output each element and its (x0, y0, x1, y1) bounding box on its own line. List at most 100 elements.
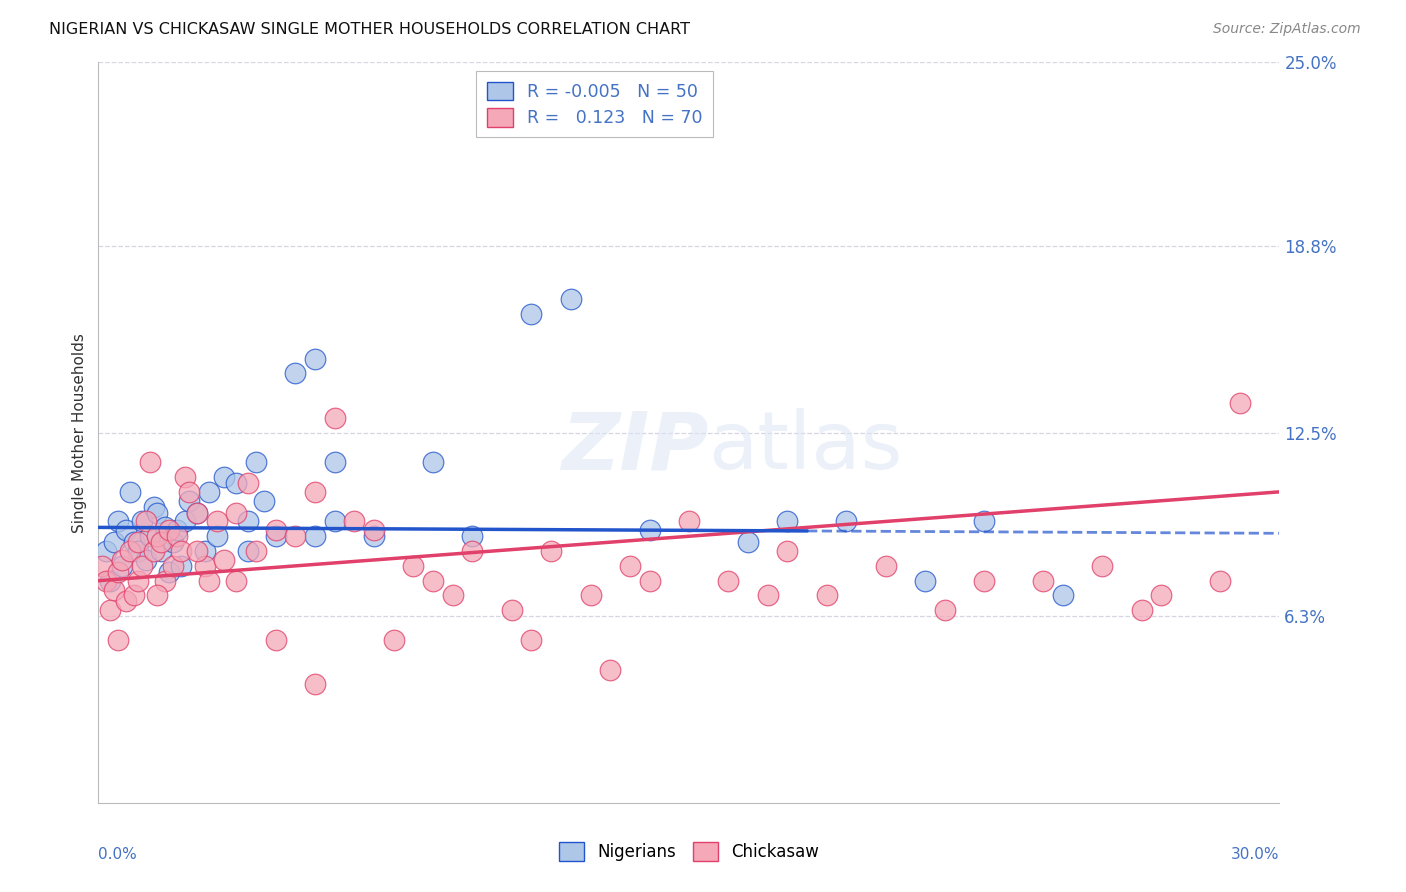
Point (150, 544, 173, 558)
Point (875, 558, 897, 573)
Point (973, 515, 995, 529)
Point (225, 506, 247, 520)
Point (174, 515, 197, 529)
Point (150, 535, 173, 549)
Y-axis label: Single Mother Households: Single Mother Households (72, 333, 87, 533)
Point (225, 574, 247, 588)
Point (1091, 558, 1114, 573)
Point (103, 535, 125, 549)
Point (122, 589, 145, 603)
Point (197, 574, 219, 588)
Point (115, 594, 138, 608)
Point (363, 524, 385, 538)
Point (146, 529, 169, 543)
Point (934, 603, 956, 617)
Point (914, 574, 936, 588)
Point (197, 484, 219, 499)
Point (236, 544, 259, 558)
Point (194, 558, 217, 573)
Point (441, 589, 464, 603)
Point (245, 455, 267, 469)
Point (103, 582, 125, 597)
Point (304, 529, 326, 543)
Text: NIGERIAN VS CHICKASAW SINGLE MOTHER HOUSEHOLDS CORRELATION CHART: NIGERIAN VS CHICKASAW SINGLE MOTHER HOUS… (49, 22, 690, 37)
Point (520, 632, 543, 647)
Point (127, 535, 149, 549)
Point (461, 544, 484, 558)
Point (678, 515, 700, 529)
Point (96, 574, 118, 588)
Point (264, 529, 287, 543)
Point (135, 553, 157, 567)
Point (186, 506, 208, 520)
Point (540, 544, 562, 558)
Point (186, 506, 208, 520)
Point (142, 500, 165, 514)
Point (131, 558, 153, 573)
Point (560, 293, 582, 307)
Point (579, 589, 602, 603)
Point (973, 574, 995, 588)
Legend: Nigerians, Chickasaw: Nigerians, Chickasaw (560, 842, 818, 861)
Point (501, 603, 523, 617)
Text: ZIP: ZIP (561, 409, 709, 486)
Point (236, 475, 259, 490)
Point (304, 351, 326, 366)
Point (205, 529, 228, 543)
Point (1150, 589, 1173, 603)
Point (382, 632, 405, 647)
Point (96, 544, 118, 558)
Point (323, 455, 346, 469)
Point (815, 589, 838, 603)
Point (422, 455, 444, 469)
Point (170, 544, 193, 558)
Point (304, 484, 326, 499)
Point (245, 544, 267, 558)
Point (323, 410, 346, 425)
Point (111, 553, 134, 567)
Point (737, 535, 759, 549)
Point (122, 535, 145, 549)
Point (402, 558, 425, 573)
Point (264, 632, 287, 647)
Point (363, 529, 385, 543)
Point (717, 574, 740, 588)
Text: 30.0%: 30.0% (1232, 847, 1279, 863)
Point (170, 558, 193, 573)
Point (776, 544, 799, 558)
Point (127, 574, 149, 588)
Point (253, 493, 276, 508)
Point (1209, 574, 1232, 588)
Point (166, 529, 188, 543)
Point (107, 515, 129, 529)
Point (155, 520, 177, 534)
Point (304, 677, 326, 691)
Point (284, 367, 307, 381)
Point (131, 515, 153, 529)
Point (146, 589, 169, 603)
Point (284, 529, 307, 543)
Point (157, 524, 180, 538)
Point (638, 574, 661, 588)
Point (155, 574, 177, 588)
Point (323, 515, 346, 529)
Point (138, 529, 160, 543)
Point (1130, 603, 1153, 617)
Point (166, 524, 188, 538)
Point (225, 475, 247, 490)
Point (461, 529, 484, 543)
Point (835, 515, 858, 529)
Point (107, 632, 129, 647)
Point (138, 455, 160, 469)
Point (194, 544, 217, 558)
Point (214, 553, 236, 567)
Point (756, 589, 779, 603)
Point (1229, 396, 1251, 410)
Point (619, 558, 641, 573)
Point (91, 558, 114, 573)
Point (776, 515, 799, 529)
Point (638, 524, 661, 538)
Point (146, 506, 169, 520)
Point (162, 535, 184, 549)
Point (157, 565, 180, 579)
